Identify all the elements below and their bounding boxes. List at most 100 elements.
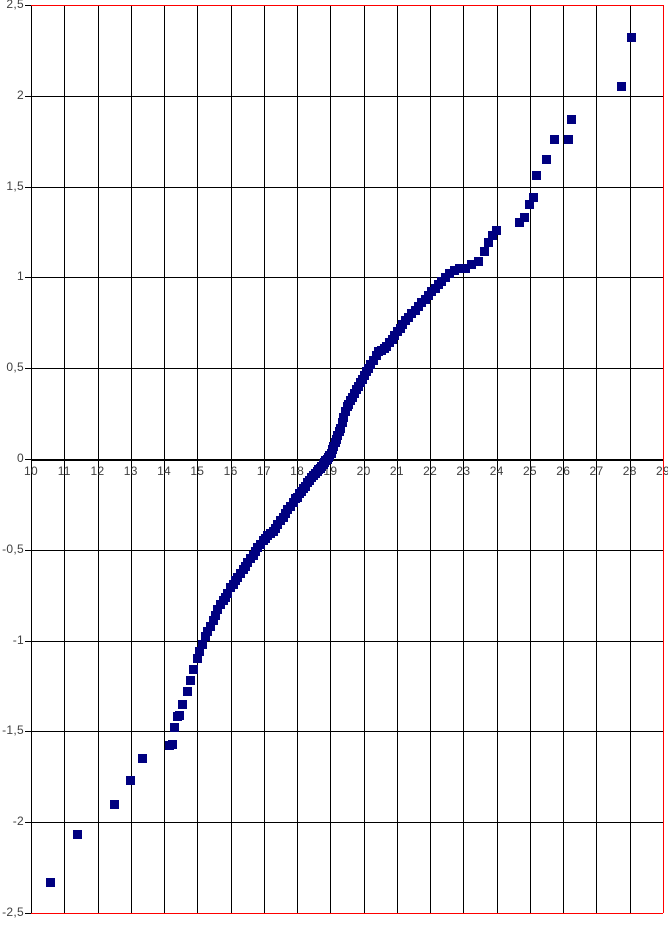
data-point bbox=[203, 627, 213, 637]
gridline-horizontal bbox=[31, 96, 663, 97]
data-point bbox=[515, 218, 525, 228]
data-point bbox=[339, 412, 349, 422]
data-point bbox=[444, 269, 454, 279]
data-point bbox=[192, 654, 202, 664]
x-axis-tick-label: 23 bbox=[456, 464, 471, 478]
x-axis-tick-label: 27 bbox=[589, 464, 604, 478]
data-point bbox=[337, 418, 347, 428]
gridline-horizontal bbox=[31, 550, 663, 551]
y-axis-tick bbox=[25, 277, 31, 278]
data-point bbox=[520, 212, 530, 222]
y-axis-tick-label: 0 bbox=[17, 451, 24, 465]
data-point bbox=[479, 247, 489, 257]
data-point bbox=[174, 710, 184, 720]
y-axis-tick-label: 1,5 bbox=[6, 179, 24, 193]
y-axis-tick-label: -2 bbox=[12, 814, 24, 828]
x-axis-tick-label: 17 bbox=[256, 464, 271, 478]
data-point bbox=[492, 225, 502, 235]
data-point bbox=[73, 830, 83, 840]
data-point bbox=[467, 260, 477, 270]
y-axis-tick bbox=[25, 731, 31, 732]
data-point bbox=[206, 621, 216, 631]
y-axis-tick-label: 0,5 bbox=[6, 360, 24, 374]
x-axis-tick-label: 28 bbox=[622, 464, 637, 478]
x-axis-tick-label: 12 bbox=[90, 464, 105, 478]
gridline-horizontal bbox=[31, 459, 663, 461]
x-axis-tick-label: 14 bbox=[157, 464, 172, 478]
y-axis-tick-label: -2,5 bbox=[2, 905, 24, 919]
y-axis-tick bbox=[25, 96, 31, 97]
data-point bbox=[182, 686, 192, 696]
data-point bbox=[542, 154, 552, 164]
data-point bbox=[616, 82, 626, 92]
data-point bbox=[137, 754, 147, 764]
y-axis-tick bbox=[25, 641, 31, 642]
data-point bbox=[340, 407, 350, 417]
x-axis-tick-label: 15 bbox=[190, 464, 205, 478]
data-point bbox=[449, 265, 459, 275]
data-point bbox=[195, 646, 205, 656]
y-axis-tick bbox=[25, 913, 31, 914]
data-point bbox=[525, 200, 535, 210]
data-point bbox=[189, 665, 199, 675]
data-point bbox=[223, 588, 233, 598]
x-axis-tick-label: 18 bbox=[290, 464, 305, 478]
data-point bbox=[211, 610, 221, 620]
x-axis-tick-label: 10 bbox=[24, 464, 38, 478]
data-point bbox=[528, 192, 538, 202]
data-point bbox=[454, 263, 464, 273]
x-axis-tick-label: 26 bbox=[556, 464, 571, 478]
y-axis-tick-label: 2 bbox=[17, 88, 24, 102]
data-point bbox=[169, 723, 179, 733]
data-point bbox=[213, 605, 223, 615]
data-point bbox=[567, 114, 577, 124]
data-point bbox=[563, 134, 573, 144]
x-axis-tick-label: 11 bbox=[57, 464, 71, 478]
data-point bbox=[532, 171, 542, 181]
y-axis-tick-label: -0,5 bbox=[2, 542, 24, 556]
y-axis-tick bbox=[25, 822, 31, 823]
x-axis-tick-label: 21 bbox=[389, 464, 404, 478]
y-axis-tick bbox=[25, 5, 31, 6]
data-point bbox=[197, 639, 207, 649]
data-point bbox=[167, 739, 177, 749]
gridline-horizontal bbox=[31, 5, 663, 6]
x-axis-tick-label: 13 bbox=[123, 464, 138, 478]
data-point bbox=[460, 263, 470, 273]
plot-area bbox=[31, 5, 664, 914]
y-axis-tick-label: 1 bbox=[17, 269, 24, 283]
y-axis-tick bbox=[25, 187, 31, 188]
data-point bbox=[208, 616, 218, 626]
x-axis-tick-label: 25 bbox=[522, 464, 537, 478]
data-point bbox=[201, 632, 211, 642]
gridline-horizontal bbox=[31, 187, 663, 188]
data-point bbox=[186, 676, 196, 686]
data-point bbox=[109, 799, 119, 809]
gridline-horizontal bbox=[31, 368, 663, 369]
y-axis-tick bbox=[25, 550, 31, 551]
data-point bbox=[473, 256, 483, 266]
data-point bbox=[626, 33, 636, 43]
x-axis-tick-label: 22 bbox=[423, 464, 438, 478]
gridline-horizontal bbox=[31, 822, 663, 823]
data-point bbox=[126, 775, 136, 785]
data-point bbox=[335, 423, 345, 433]
data-point bbox=[177, 699, 187, 709]
y-axis-tick-label: -1 bbox=[12, 633, 24, 647]
y-axis-tick-label: -1,5 bbox=[2, 723, 24, 737]
x-axis-tick-label: 24 bbox=[489, 464, 504, 478]
data-point bbox=[483, 238, 493, 248]
y-axis-tick bbox=[25, 368, 31, 369]
gridline-horizontal bbox=[31, 731, 663, 732]
data-point bbox=[488, 231, 498, 241]
gridline-horizontal bbox=[31, 913, 663, 914]
data-point bbox=[46, 877, 56, 887]
data-point bbox=[369, 356, 379, 366]
gridline-horizontal bbox=[31, 641, 663, 642]
gridline-horizontal bbox=[31, 277, 663, 278]
data-point bbox=[550, 134, 560, 144]
y-axis-tick bbox=[25, 459, 31, 460]
x-axis-tick-label: 29 bbox=[656, 464, 668, 478]
x-axis-tick-label: 16 bbox=[223, 464, 238, 478]
